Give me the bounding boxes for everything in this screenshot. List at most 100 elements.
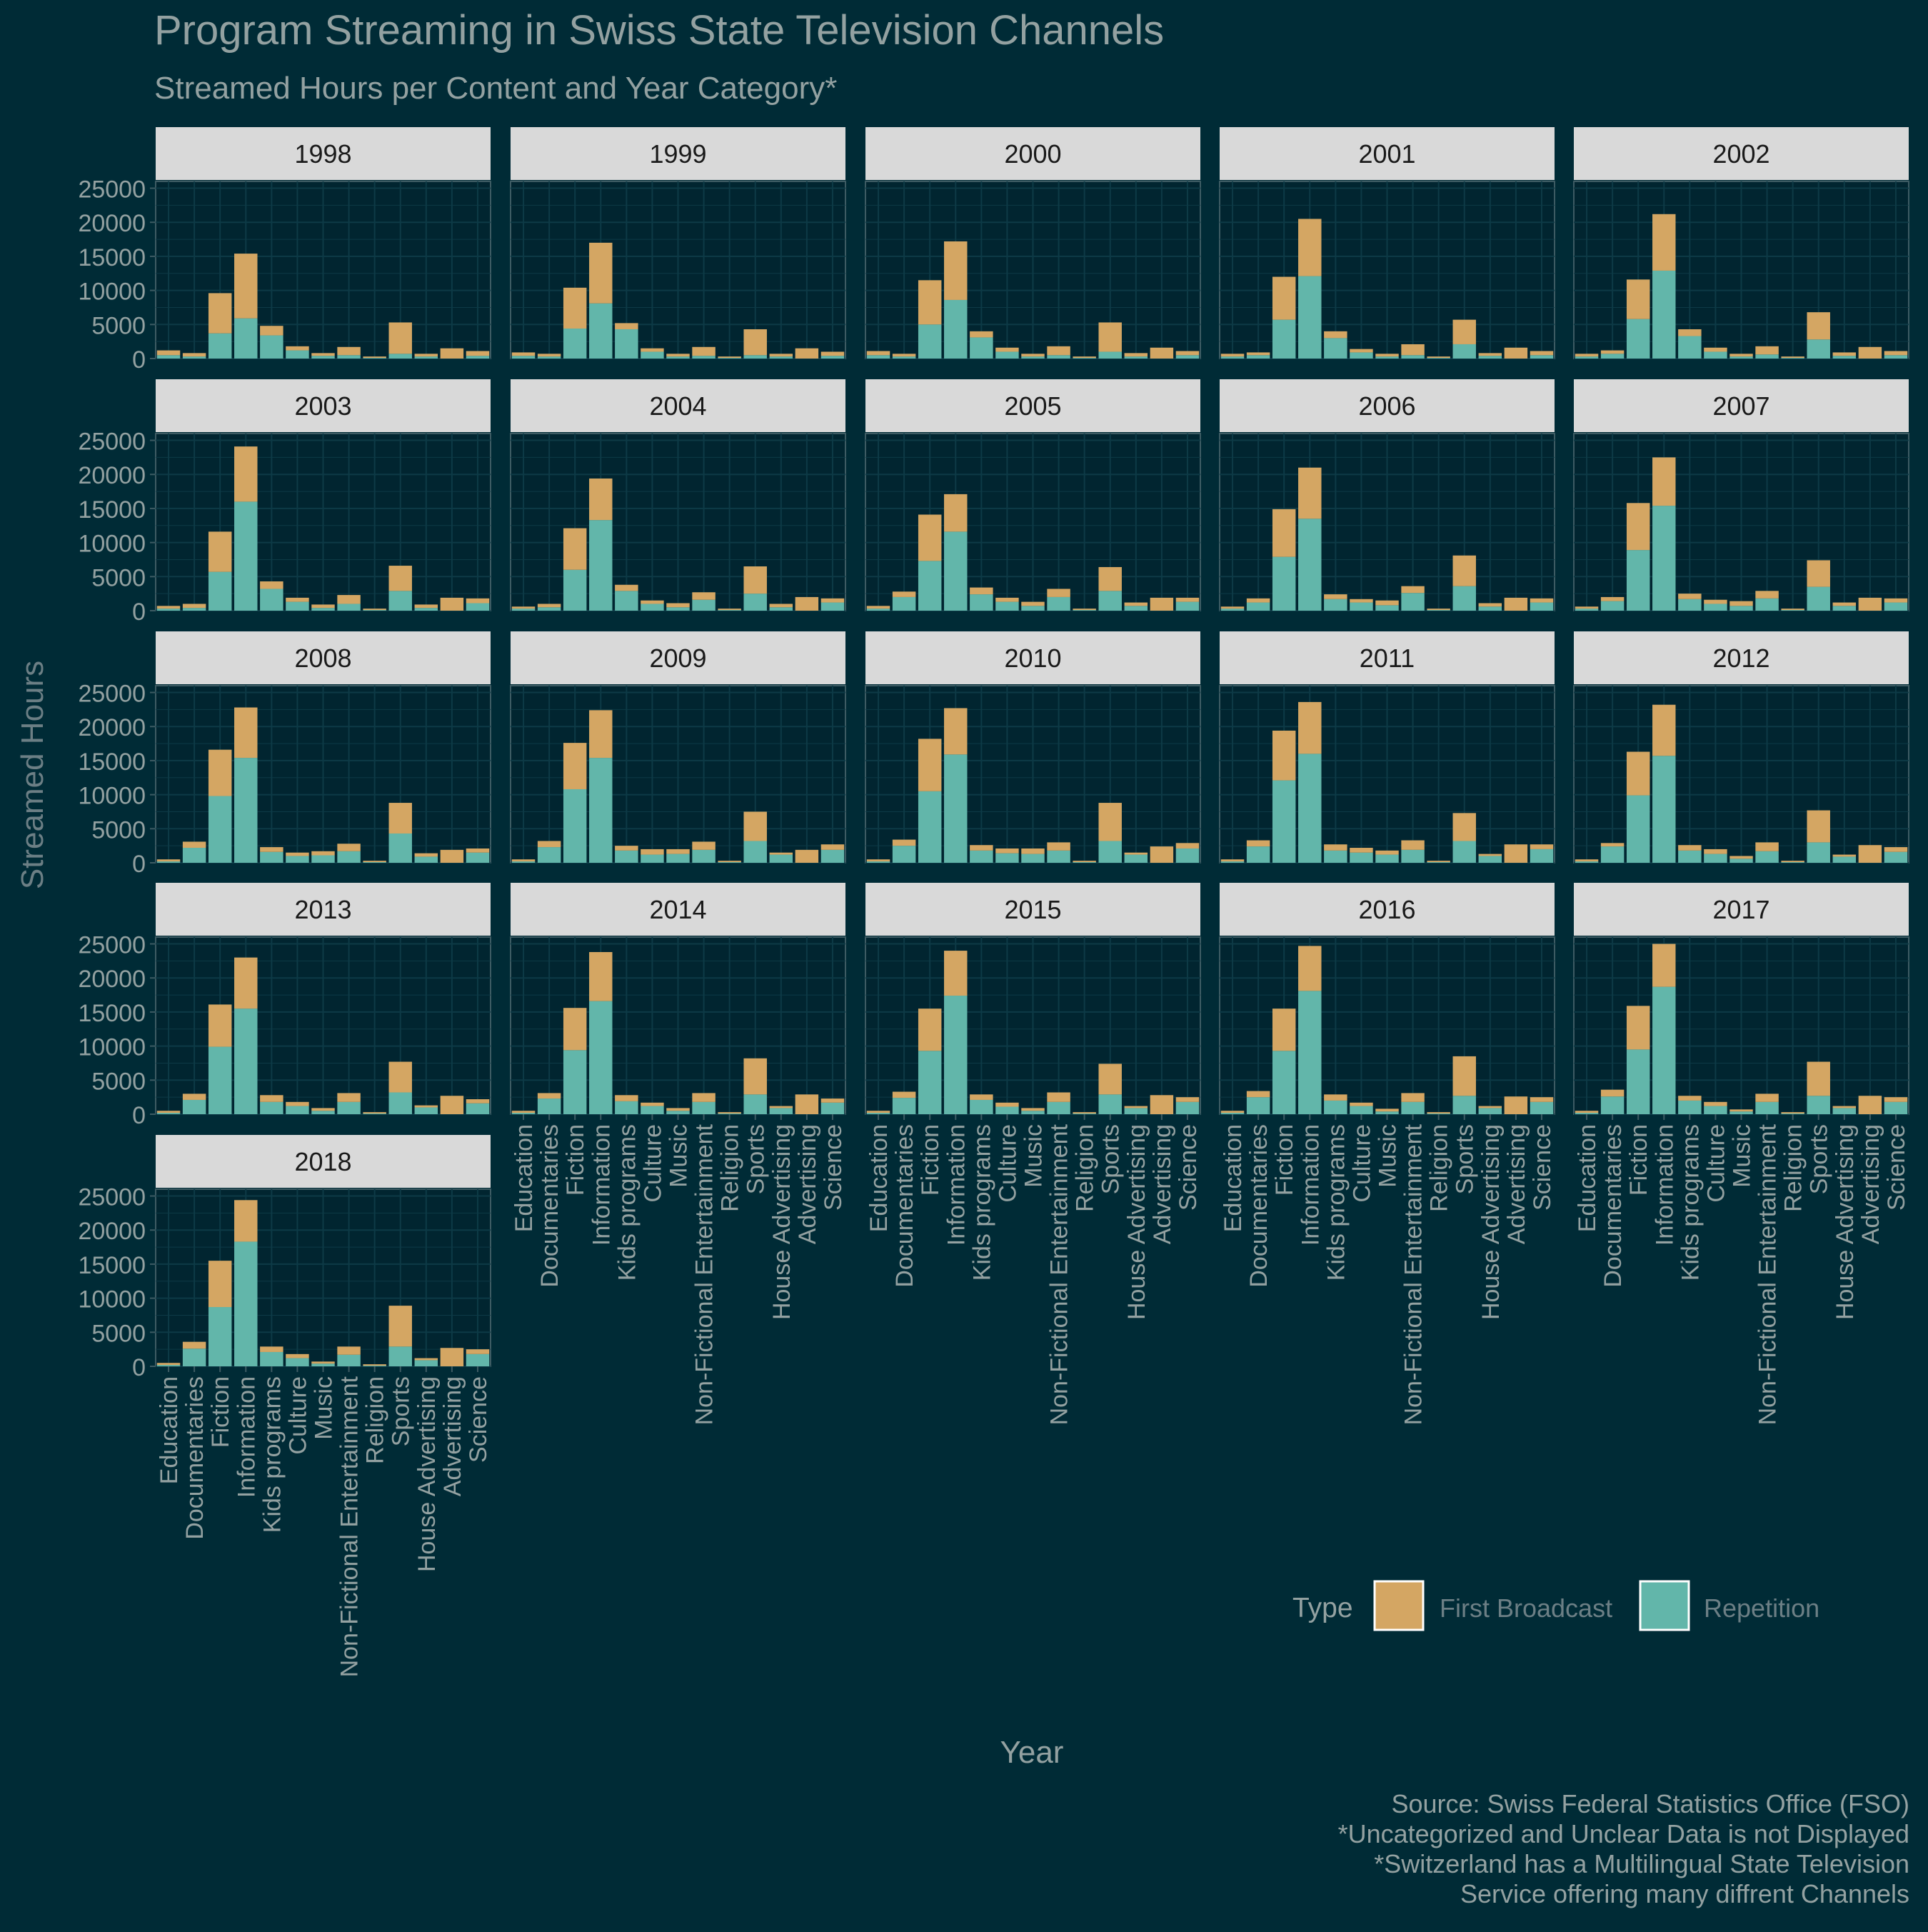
bar-repetition	[1781, 358, 1804, 359]
bar-repetition	[944, 754, 968, 863]
bar-repetition	[1652, 756, 1676, 863]
bar-first-broadcast	[1504, 597, 1528, 611]
bar-first-broadcast	[1220, 1111, 1245, 1113]
bar-repetition	[1704, 351, 1727, 359]
bar-repetition	[970, 1099, 993, 1114]
facet-strip-label: 2011	[1360, 644, 1415, 673]
bar-first-broadcast	[156, 350, 181, 356]
facet-panel: 2017 EducationDocumentariesFictionInforma…	[1573, 883, 1910, 1425]
bar-repetition	[1530, 355, 1554, 359]
facet-grid: 1998 0 5000 10000 15000 20000 25000 1999 2000 200…	[78, 127, 1910, 1677]
bar-first-broadcast	[1755, 591, 1779, 599]
bar-first-broadcast	[1600, 843, 1625, 847]
bar-first-broadcast	[466, 598, 490, 604]
bar-first-broadcast	[1729, 354, 1753, 357]
y-tick-label: 20000	[78, 1218, 146, 1245]
bar-first-broadcast	[589, 710, 613, 759]
bar-first-broadcast	[260, 847, 283, 852]
bar-first-broadcast	[388, 1306, 412, 1347]
bar-first-broadcast	[337, 346, 361, 356]
bar-repetition	[1047, 1101, 1070, 1114]
x-tick-label: Music	[311, 1376, 338, 1440]
y-tick-label: 10000	[78, 531, 146, 558]
bar-first-broadcast	[537, 1093, 561, 1099]
facet-panel: 2011	[1219, 631, 1555, 864]
bar-first-broadcast	[1781, 861, 1804, 863]
bar-repetition	[286, 350, 309, 359]
bar-first-broadcast	[1272, 1008, 1296, 1051]
bar-first-broadcast	[641, 600, 664, 604]
bar-repetition	[260, 335, 283, 359]
bar-first-broadcast	[1401, 1093, 1425, 1102]
bar-first-broadcast	[641, 1102, 664, 1106]
x-tick-label: Non-Fictional Entertainment	[691, 1123, 718, 1425]
bar-first-broadcast	[1124, 852, 1148, 855]
bar-repetition	[1427, 610, 1450, 611]
bar-repetition	[1272, 1051, 1296, 1114]
x-tick-label: Religion	[1072, 1124, 1099, 1212]
x-tick-label: Music	[666, 1124, 693, 1188]
bar-first-broadcast	[1858, 346, 1882, 359]
bar-repetition	[1530, 1101, 1554, 1114]
x-tick-label: Documentaries	[1245, 1124, 1272, 1288]
facet-strip	[865, 883, 1200, 936]
bar-repetition	[1124, 606, 1148, 611]
facet-panel: 2013 0 5000 10000 15000 20000 25000	[78, 883, 491, 1129]
bar-first-broadcast	[1858, 845, 1882, 863]
x-tick-label: Religion	[362, 1376, 389, 1464]
bar-repetition	[1652, 270, 1676, 359]
bar-repetition	[1704, 604, 1727, 611]
bar-repetition	[1832, 1108, 1857, 1114]
bar-first-broadcast	[1175, 597, 1200, 602]
bar-repetition	[1478, 606, 1502, 611]
bar-first-broadcast	[414, 853, 438, 857]
y-axis-title: Streamed Hours	[15, 661, 50, 889]
bar-first-broadcast	[1884, 598, 1908, 603]
bar-first-broadcast	[944, 241, 968, 300]
x-tick-label: Religion	[717, 1124, 744, 1212]
x-tick-label: Culture	[1348, 1124, 1375, 1203]
legend: Type First Broadcast Repetition	[1292, 1580, 1819, 1631]
bar-first-broadcast	[743, 329, 767, 356]
bar-repetition	[1729, 859, 1753, 863]
x-tick-label: Science	[1883, 1124, 1910, 1211]
bar-repetition	[718, 610, 741, 611]
bar-first-broadcast	[1807, 810, 1830, 843]
bar-first-broadcast	[1755, 346, 1779, 355]
x-tick-label: Education	[511, 1124, 538, 1232]
bar-repetition	[1324, 1100, 1347, 1114]
y-tick-label: 5000	[91, 1320, 146, 1347]
bar-repetition	[1832, 856, 1857, 863]
bar-repetition	[1575, 1113, 1599, 1114]
bar-first-broadcast	[1504, 844, 1528, 863]
bar-first-broadcast	[563, 528, 587, 570]
facet-strip	[865, 127, 1200, 180]
bar-repetition	[641, 351, 664, 359]
bar-repetition	[666, 356, 690, 359]
bar-repetition	[1401, 849, 1425, 863]
bar-repetition	[1047, 850, 1070, 863]
facet-strip-label: 2006	[1358, 391, 1415, 421]
bar-first-broadcast	[1073, 356, 1096, 359]
facet-panel: 2007	[1573, 379, 1909, 611]
bar-first-broadcast	[1704, 849, 1727, 854]
x-tick-label: Non-Fictional Entertainment	[1400, 1123, 1427, 1425]
x-tick-label: Information	[588, 1124, 615, 1246]
x-tick-label: Fiction	[207, 1376, 234, 1448]
bar-repetition	[1729, 356, 1753, 359]
bar-first-broadcast	[1755, 1093, 1779, 1102]
bar-repetition	[1678, 850, 1702, 863]
bar-repetition	[337, 1101, 361, 1114]
bar-repetition	[1350, 352, 1373, 359]
bar-first-broadcast	[1175, 1097, 1200, 1102]
x-tick-label: Kids programs	[968, 1124, 995, 1281]
bar-repetition	[1073, 358, 1096, 359]
bar-first-broadcast	[337, 1346, 361, 1355]
bar-first-broadcast	[182, 1093, 206, 1100]
bar-first-broadcast	[1298, 219, 1322, 276]
bar-repetition	[1427, 862, 1450, 863]
bar-first-broadcast	[208, 749, 232, 796]
bar-first-broadcast	[892, 839, 916, 846]
bar-first-broadcast	[440, 348, 464, 359]
bar-repetition	[466, 356, 490, 359]
